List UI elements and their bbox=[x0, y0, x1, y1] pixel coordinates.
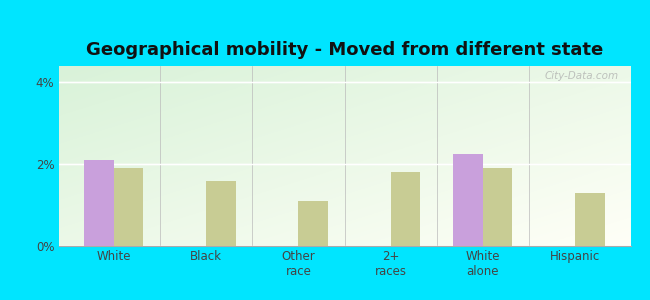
Bar bbox=[483, 168, 512, 246]
Bar bbox=[298, 201, 328, 246]
Bar bbox=[391, 172, 420, 246]
Bar bbox=[114, 168, 144, 246]
Title: Geographical mobility - Moved from different state: Geographical mobility - Moved from diffe… bbox=[86, 41, 603, 59]
Bar bbox=[575, 193, 604, 246]
Bar bbox=[206, 181, 236, 246]
Bar bbox=[84, 160, 114, 246]
Text: City-Data.com: City-Data.com bbox=[545, 71, 619, 81]
Bar bbox=[453, 154, 483, 246]
